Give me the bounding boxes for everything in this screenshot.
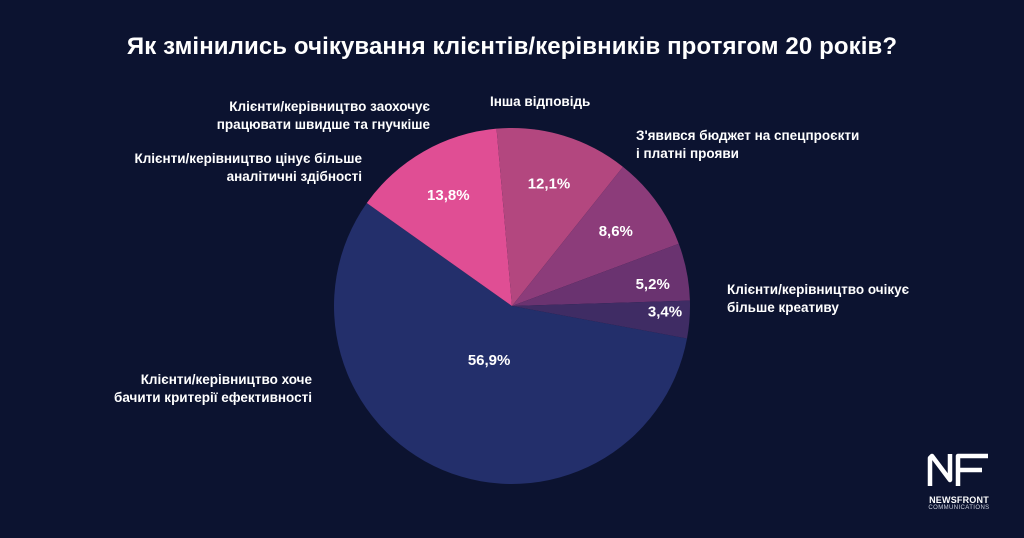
pie-slice: [366, 128, 512, 306]
pie-slice: [512, 300, 691, 339]
slice-value-label: 8,6%: [599, 223, 633, 240]
newsfront-logo: NEWSFRONT COMMUNICATIONS: [926, 452, 992, 511]
slice-category-label: Клієнти/керівництво цінує більше аналітич…: [134, 151, 362, 184]
slice-category-label: Клієнти/керівництво очікує більше креатив…: [727, 282, 910, 315]
slice-category-label: Клієнти/керівництво заохочує працювати шв…: [217, 99, 431, 132]
slice-category-label: З'явився бюджет на спецпроєкти і платні п…: [636, 128, 859, 161]
pie-slice: [512, 243, 690, 306]
slice-category-label: Інша відповідь: [490, 94, 590, 109]
slice-value-label: 5,2%: [636, 276, 670, 293]
logo-subtitle: COMMUNICATIONS: [928, 505, 990, 511]
slice-value-label: 56,9%: [468, 352, 511, 369]
pie-slice: [334, 203, 688, 484]
slice-category-label: Клієнти/керівництво хоче бачити критерії …: [114, 372, 312, 405]
logo-name: NEWSFRONT: [929, 495, 989, 505]
slice-value-label: 12,1%: [528, 175, 571, 192]
pie-slice: [512, 166, 679, 306]
slice-value-label: 3,4%: [648, 304, 682, 321]
nf-logo-mark: [927, 453, 988, 486]
slice-value-label: 13,8%: [427, 187, 470, 204]
chart-title: Як змінились очікування клієнтів/керівни…: [126, 33, 898, 60]
pie-slice: [496, 127, 623, 306]
